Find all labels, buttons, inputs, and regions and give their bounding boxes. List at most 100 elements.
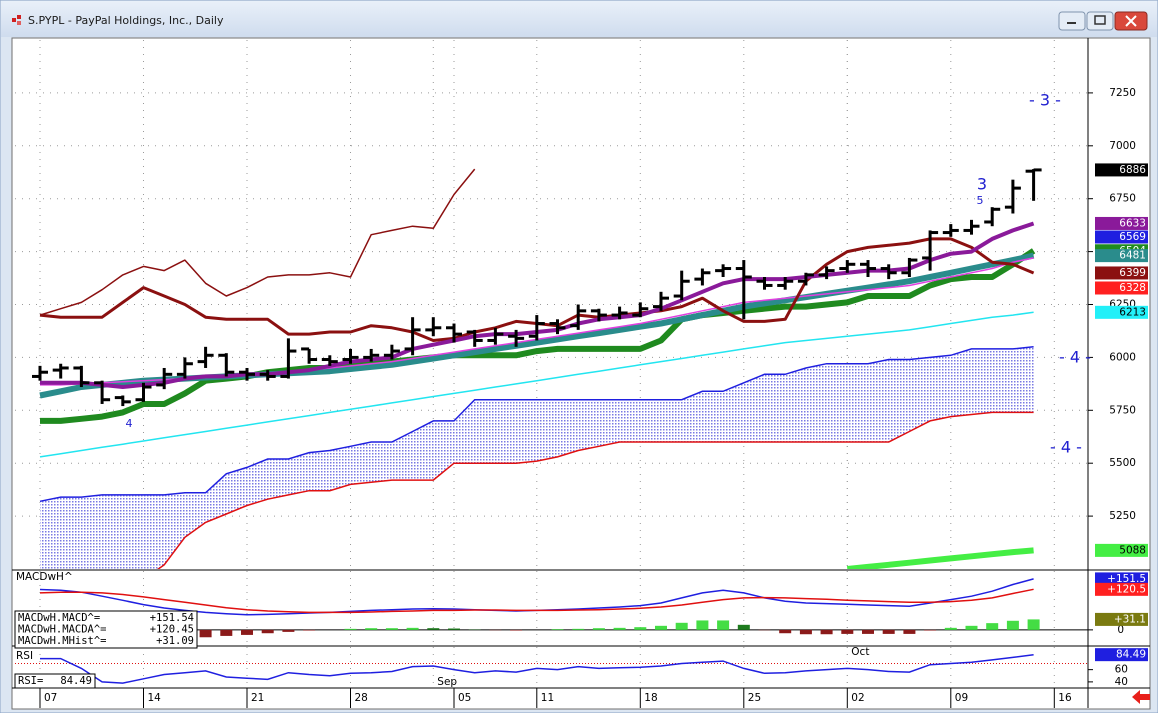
x-tick-label: 07 [44, 692, 57, 704]
title-bar [1, 1, 1157, 37]
value-box [1095, 582, 1148, 596]
value-box [1095, 216, 1148, 230]
wave-label: - 3 - [1029, 91, 1061, 110]
indicator-line [39, 311, 1034, 458]
close-button[interactable] [1114, 11, 1148, 31]
value-box-label: 6399 [1119, 267, 1146, 279]
histogram-bar [385, 628, 398, 630]
histogram-bar [220, 629, 233, 636]
indicator-line [40, 248, 1036, 424]
window-title: S.PYPL - PayPal Holdings, Inc., Daily [28, 14, 224, 27]
value-box-label: +120.5 [1107, 583, 1146, 595]
histogram-bar [779, 629, 792, 634]
wave-label: 4 [126, 417, 133, 430]
readout-value: +31.09 [156, 635, 194, 647]
value-box-label: 6886 [1119, 164, 1146, 176]
x-tick-label: 02 [851, 692, 864, 704]
wave-label: - 4 - [1059, 348, 1091, 367]
y-tick-label: 0 [1117, 624, 1124, 636]
wave-label: - 4 - [1050, 438, 1082, 457]
histogram-bar [448, 628, 460, 630]
histogram-bar [799, 629, 812, 635]
band-upper [39, 346, 1034, 503]
y-tick-label: 5750 [1109, 404, 1136, 416]
minimize-button[interactable] [1058, 11, 1086, 31]
price-plot [32, 168, 1042, 569]
histogram-bar [655, 625, 667, 630]
histogram-bar [199, 629, 212, 638]
histogram-bar [696, 620, 709, 630]
x-tick-label: Oct [851, 646, 869, 658]
readout-value: +120.45 [150, 624, 194, 636]
histogram-bar [1027, 619, 1040, 630]
histogram-bar [613, 627, 626, 630]
value-box-label: 84.49 [1116, 649, 1146, 661]
value-box-label: +151.5 [1107, 573, 1146, 585]
histogram-bar [303, 629, 316, 631]
y-tick-label: 60 [1115, 664, 1128, 676]
x-tick-label: 21 [251, 692, 264, 704]
y-tick-label: 5250 [1109, 510, 1136, 522]
histogram-bar [862, 629, 874, 634]
histogram-bar [572, 628, 585, 630]
rsi-plot [15, 653, 1088, 684]
histogram-bar [282, 629, 295, 632]
y-tick-label: 40 [1115, 676, 1128, 688]
histogram-bar [592, 628, 605, 630]
x-tick-label: 14 [148, 692, 162, 704]
readout-value: +151.54 [150, 612, 194, 624]
histogram-bar [510, 629, 523, 631]
histogram-bar [924, 629, 937, 631]
maximize-button[interactable] [1086, 11, 1114, 31]
y-tick-label: 6750 [1109, 193, 1136, 205]
histogram-bar [882, 629, 895, 634]
histogram-bar [903, 629, 916, 634]
histogram-bar [841, 629, 854, 634]
value-box [1095, 612, 1148, 626]
value-box [1095, 249, 1148, 263]
band-area [40, 346, 1034, 569]
value-box [1095, 163, 1148, 177]
value-box-label: +31.1 [1114, 613, 1146, 625]
x-tick-label: 09 [955, 692, 968, 704]
histogram-bar [986, 623, 999, 630]
histogram-bar [737, 624, 750, 630]
x-tick-label: 05 [458, 692, 471, 704]
value-box [1095, 281, 1148, 295]
x-tick-label: 25 [748, 692, 761, 704]
value-box-label: 5088 [1119, 544, 1146, 556]
indicator-line [39, 588, 1034, 614]
value-box-label: 6633 [1119, 217, 1146, 229]
scroll-arrow[interactable] [1132, 690, 1150, 704]
x-tick-label: Sep [437, 676, 457, 688]
value-box [1095, 305, 1148, 319]
readout-label: MACDwH.MHist^= [18, 635, 107, 647]
histogram-bar [634, 627, 647, 630]
value-box [1095, 543, 1148, 557]
value-box [1095, 230, 1148, 244]
indicator-line [39, 168, 476, 316]
value-box-label: 6569 [1119, 231, 1146, 243]
app-icon [12, 15, 21, 25]
value-box [1095, 572, 1148, 586]
value-box-label: 6213 [1119, 306, 1146, 318]
wave-label: 3 [977, 175, 987, 194]
histogram-bar [406, 627, 419, 630]
panel-title: RSI [16, 650, 33, 662]
x-tick-label: 16 [1058, 692, 1072, 704]
x-tick-label: 28 [355, 692, 368, 704]
histogram-bar [1006, 620, 1019, 630]
y-tick-label: 7000 [1109, 140, 1136, 152]
readout-label: MACDwH.MACDA^= [18, 624, 107, 636]
indicator-line [40, 653, 1034, 684]
x-tick-label: 11 [541, 692, 554, 704]
histogram-bar [365, 628, 378, 630]
y-tick-label: 6000 [1109, 351, 1136, 363]
wave-label: 5 [977, 194, 984, 207]
histogram-bar [820, 629, 833, 635]
value-box [1095, 266, 1148, 280]
histogram-bar [551, 629, 564, 630]
readout-label: MACDwH.MACD^= [18, 612, 100, 624]
